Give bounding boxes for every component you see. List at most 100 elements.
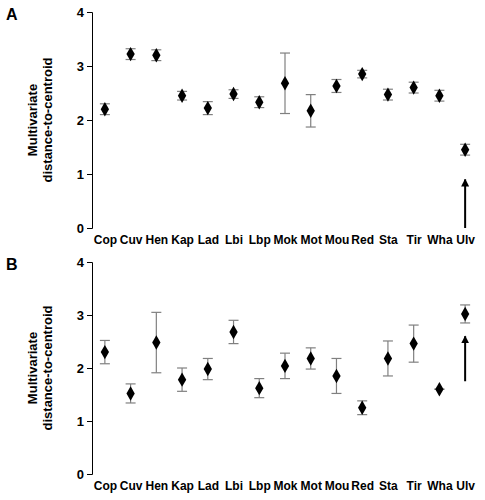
error-bar: [409, 325, 419, 362]
error-bar: [306, 348, 316, 369]
panel: BMultivariatedistance-to-centroid01234Co…: [6, 255, 475, 493]
error-bar: [151, 312, 161, 372]
x-tick-label: Lbp: [249, 479, 271, 493]
error-cap: [409, 362, 419, 363]
y-axis-title: Multivariatedistance-to-centroid: [25, 57, 56, 182]
y-tick-label: 3: [77, 59, 84, 74]
point: [461, 307, 469, 321]
point: [255, 381, 263, 395]
x-axis: CopCuvHenKapLadLbiLbpMokMotMouRedStaTirW…: [94, 478, 476, 493]
x-tick: Ulv: [456, 232, 475, 247]
error-bar: [203, 102, 213, 115]
error-bar: [254, 379, 264, 398]
y-axis: 01234: [77, 5, 93, 236]
point: [229, 325, 237, 339]
point: [435, 88, 443, 102]
point: [384, 87, 392, 101]
y-tick: 0: [77, 221, 92, 236]
x-tick: Sta: [379, 478, 398, 493]
x-tick-label: Kap: [171, 233, 194, 247]
point: [126, 386, 134, 400]
x-tick-label: Cuv: [120, 233, 143, 247]
x-tick-label: Mou: [325, 233, 350, 247]
error-cap: [383, 375, 393, 376]
x-tick-label: Lbi: [225, 479, 243, 493]
arrow: [464, 336, 466, 381]
error-bar: [306, 95, 316, 127]
x-tick: Cuv: [120, 478, 143, 493]
x-tick-label: Kap: [171, 479, 194, 493]
x-tick: Lad: [198, 478, 219, 493]
point: [281, 76, 289, 90]
point: [255, 95, 263, 109]
x-tick-label: Ulv: [456, 479, 475, 493]
y-tick-label: 0: [77, 467, 84, 482]
x-axis: CopCuvHenKapLadLbiLbpMokMotMouRedStaTirW…: [94, 232, 476, 247]
y-tick-label: 1: [77, 414, 84, 429]
y-tick-label: 2: [77, 361, 84, 376]
point: [229, 87, 237, 101]
y-axis-line: [87, 13, 93, 229]
y-tick: 0: [77, 467, 92, 482]
error-cap: [100, 340, 110, 341]
y-axis: 0 1 2 3 4: [77, 255, 93, 482]
point: [358, 67, 366, 81]
x-tick-label: Sta: [379, 233, 398, 247]
y-tick-label: 4: [77, 5, 85, 20]
panel-title: B: [6, 256, 18, 273]
point: [332, 369, 340, 383]
x-tick-label: Hen: [145, 479, 168, 493]
x-tick-label: Mou: [325, 479, 350, 493]
point: [126, 47, 134, 61]
error-cap: [126, 402, 136, 403]
x-tick: Hen: [145, 478, 168, 493]
x-tick-label: Cuv: [120, 479, 143, 493]
y-tick-mark: [87, 421, 92, 422]
x-tick-label: Red: [351, 479, 374, 493]
point: [461, 142, 469, 156]
x-tick: Cuv: [120, 232, 143, 247]
x-tick: Mou: [325, 232, 350, 247]
y-tick-label: 0: [77, 221, 84, 236]
error-cap: [280, 113, 290, 114]
point: [384, 351, 392, 365]
x-tick: Mou: [325, 478, 350, 493]
y-tick-label: 1: [77, 167, 84, 182]
point: [101, 102, 109, 116]
point: [410, 336, 418, 350]
point: [332, 79, 340, 93]
y-tick-label: 4: [77, 255, 85, 270]
x-tick-label: Wha: [427, 233, 453, 247]
y-tick: 4: [77, 5, 92, 20]
error-bar: [460, 305, 470, 323]
x-tick: Kap: [171, 478, 194, 493]
x-tick-label: Lad: [198, 233, 219, 247]
error-cap: [280, 353, 290, 354]
arrow: [464, 179, 466, 228]
point: [307, 351, 315, 365]
y-tick-mark: [87, 174, 92, 175]
y-tick: 3: [77, 59, 92, 74]
error-cap: [306, 126, 316, 127]
x-tick-label: Tir: [407, 233, 422, 247]
x-tick: Tir: [407, 232, 422, 247]
point: [307, 104, 315, 118]
y-tick-mark: [87, 474, 92, 475]
y-tick: 1: [77, 167, 92, 182]
error-bar: [383, 341, 393, 376]
error-cap: [460, 322, 470, 323]
x-tick: Lbi: [225, 478, 243, 493]
y-tick: 3: [77, 308, 92, 323]
y-axis-line: [87, 263, 93, 475]
point: [281, 359, 289, 373]
x-tick-label: Ulv: [456, 233, 475, 247]
point: [410, 80, 418, 94]
x-tick: Ulv: [456, 478, 475, 493]
error-cap: [229, 343, 239, 344]
y-tick: 4: [77, 255, 92, 270]
error-cap: [151, 372, 161, 373]
error-cap: [280, 52, 290, 53]
x-tick-label: Lbp: [249, 233, 271, 247]
x-tick: Lbp: [249, 478, 271, 493]
point: [435, 382, 443, 396]
